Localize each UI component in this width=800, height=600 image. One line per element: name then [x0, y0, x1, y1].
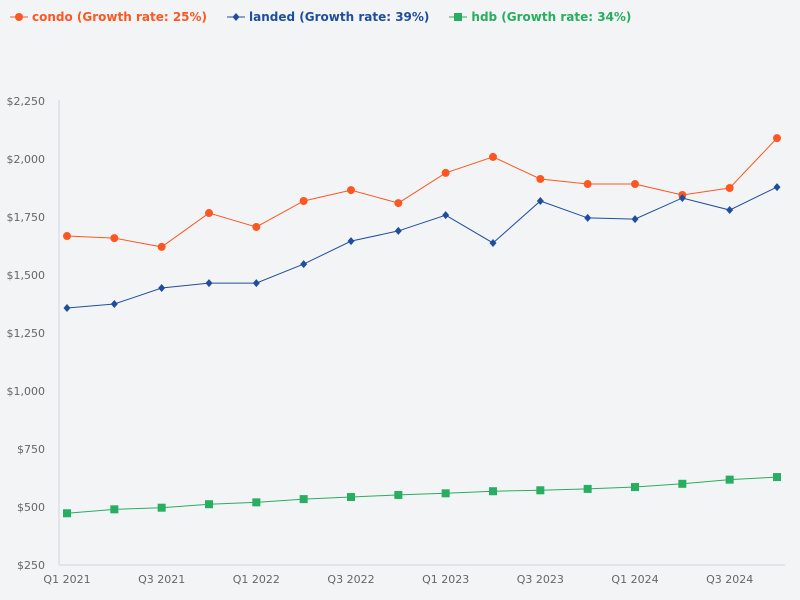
legend-label: condo (Growth rate: 25%)	[32, 10, 208, 24]
legend-label: landed (Growth rate: 39%)	[249, 10, 430, 24]
data-point-landed	[63, 303, 71, 312]
data-point-hdb	[299, 495, 308, 504]
legend: condo (Growth rate: 25%) landed (Growth r…	[10, 10, 631, 24]
data-point-condo	[583, 180, 592, 189]
series-line-condo	[66, 137, 778, 248]
y-tick-label: $1,500	[7, 269, 46, 282]
data-point-hdb	[63, 509, 71, 518]
data-point-hdb	[441, 489, 450, 498]
data-point-condo	[63, 232, 71, 241]
data-point-hdb	[678, 479, 687, 488]
diamond-marker-icon	[227, 13, 246, 21]
legend-item-landed[interactable]: landed (Growth rate: 39%)	[227, 10, 429, 24]
data-point-condo	[489, 152, 497, 161]
data-point-landed	[678, 193, 686, 202]
data-point-landed	[584, 213, 592, 222]
data-point-hdb	[773, 473, 781, 482]
y-tick-label: $1,250	[7, 327, 46, 340]
data-point-hdb	[631, 483, 639, 492]
x-tick-label: Q1 2023	[422, 573, 469, 586]
data-point-hdb	[347, 493, 355, 502]
y-tick-label: $250	[17, 559, 45, 572]
data-point-hdb	[157, 503, 166, 512]
legend-item-condo[interactable]: condo (Growth rate: 25%)	[10, 10, 207, 24]
data-point-landed	[442, 211, 450, 220]
data-point-hdb	[489, 487, 497, 496]
x-tick-label: Q1 2021	[43, 573, 90, 586]
y-tick-label: $1,750	[7, 211, 46, 224]
x-tick-label: Q1 2024	[611, 573, 658, 586]
data-point-landed	[536, 196, 544, 205]
legend-label: hdb (Growth rate: 34%)	[471, 10, 632, 24]
data-point-condo	[536, 174, 545, 183]
y-tick-label: $1,000	[7, 385, 46, 398]
data-point-condo	[157, 242, 166, 251]
data-point-hdb	[110, 505, 119, 514]
data-point-hdb	[583, 484, 592, 493]
data-point-landed	[631, 215, 639, 224]
y-tick-label: $2,250	[7, 95, 46, 108]
x-tick-label: Q3 2022	[327, 573, 374, 586]
data-point-landed	[347, 237, 355, 246]
x-tick-label: Q3 2023	[517, 573, 564, 586]
data-point-landed	[726, 206, 734, 215]
legend-item-hdb[interactable]: hdb (Growth rate: 34%)	[449, 10, 631, 24]
data-point-hdb	[725, 475, 734, 484]
data-point-condo	[394, 199, 403, 208]
data-point-condo	[773, 134, 781, 143]
y-tick-label: $500	[17, 501, 45, 514]
data-point-hdb	[536, 486, 545, 495]
data-point-condo	[631, 180, 639, 189]
x-tick-label: Q1 2022	[233, 573, 280, 586]
y-tick-label: $2,000	[7, 153, 46, 166]
data-point-hdb	[252, 498, 261, 507]
data-point-landed	[773, 183, 781, 192]
circle-marker-icon	[10, 13, 28, 21]
data-point-condo	[725, 184, 734, 192]
data-point-hdb	[205, 500, 213, 509]
series-line-landed	[66, 186, 778, 309]
data-point-landed	[394, 226, 402, 235]
data-point-landed	[489, 238, 497, 247]
x-tick-label: Q3 2021	[138, 573, 185, 586]
y-tick-label: $750	[17, 443, 45, 456]
data-point-hdb	[394, 490, 403, 499]
data-point-landed	[158, 283, 166, 292]
data-point-condo	[441, 168, 450, 177]
data-point-landed	[110, 300, 118, 308]
data-point-landed	[205, 279, 213, 288]
series-line-hdb	[66, 476, 778, 514]
data-point-condo	[110, 234, 119, 243]
square-marker-icon	[449, 13, 468, 21]
data-point-landed	[300, 260, 308, 269]
data-point-condo	[347, 186, 355, 195]
data-point-landed	[252, 279, 260, 288]
x-tick-label: Q3 2024	[706, 573, 753, 586]
data-point-condo	[205, 209, 213, 218]
data-point-condo	[252, 222, 261, 231]
data-point-condo	[299, 196, 308, 205]
